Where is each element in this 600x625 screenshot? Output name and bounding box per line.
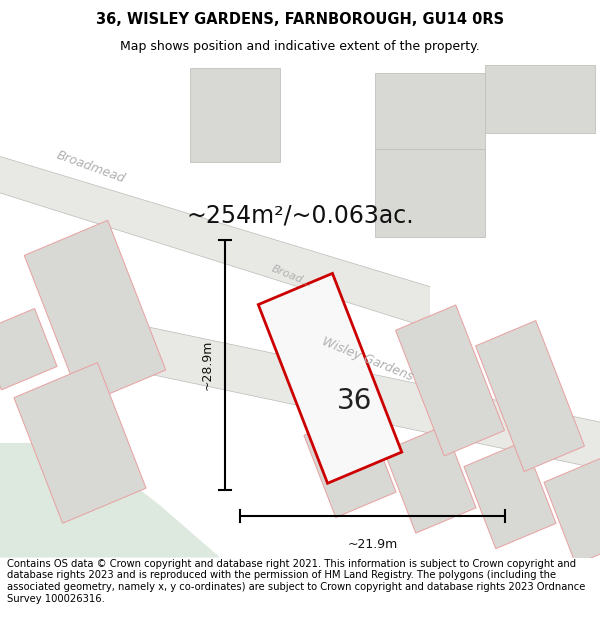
Text: 36: 36: [337, 388, 373, 415]
Polygon shape: [14, 362, 146, 523]
Text: ~28.9m: ~28.9m: [200, 339, 214, 390]
Polygon shape: [304, 410, 396, 518]
Text: ~21.9m: ~21.9m: [347, 539, 398, 551]
Polygon shape: [375, 149, 485, 237]
Polygon shape: [375, 73, 485, 156]
Polygon shape: [258, 273, 402, 483]
Text: Wisley Gardens: Wisley Gardens: [320, 336, 415, 384]
Polygon shape: [485, 65, 595, 133]
Text: 36, WISLEY GARDENS, FARNBOROUGH, GU14 0RS: 36, WISLEY GARDENS, FARNBOROUGH, GU14 0R…: [96, 11, 504, 26]
Text: Broadmead: Broadmead: [55, 148, 127, 186]
Polygon shape: [24, 220, 166, 405]
Polygon shape: [464, 441, 556, 549]
Text: ~254m²/~0.063ac.: ~254m²/~0.063ac.: [186, 204, 414, 228]
Text: Broad...: Broad...: [270, 264, 314, 289]
Polygon shape: [0, 309, 57, 390]
Polygon shape: [476, 321, 584, 471]
Polygon shape: [384, 426, 476, 533]
Polygon shape: [395, 305, 505, 456]
Text: Contains OS data © Crown copyright and database right 2021. This information is : Contains OS data © Crown copyright and d…: [7, 559, 586, 604]
Polygon shape: [130, 323, 600, 469]
Polygon shape: [0, 443, 220, 558]
Polygon shape: [0, 156, 430, 328]
Polygon shape: [544, 457, 600, 564]
Polygon shape: [190, 68, 280, 162]
Text: Map shows position and indicative extent of the property.: Map shows position and indicative extent…: [120, 40, 480, 53]
